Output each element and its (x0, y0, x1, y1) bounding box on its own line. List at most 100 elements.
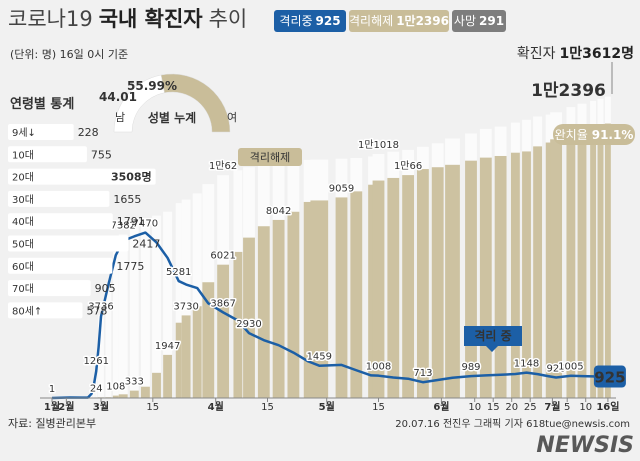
end-badge (593, 365, 626, 388)
age-value: 2417 (132, 238, 160, 251)
bar (181, 199, 191, 398)
data-label: 3736 (88, 301, 113, 312)
bar (243, 237, 255, 398)
bar (287, 211, 300, 398)
badge (452, 10, 506, 32)
total-label: 확진자 (517, 46, 556, 62)
x-tick-label: 10 (468, 402, 481, 413)
data-label: 989 (461, 362, 480, 373)
bar (597, 126, 604, 398)
bar (95, 370, 98, 398)
bar (118, 234, 128, 398)
data-label: 3730 (173, 301, 198, 312)
x-tick-label: 2월 (58, 401, 74, 413)
age-bar (8, 302, 83, 319)
badge-label: 사망 (454, 14, 476, 28)
recovery-text: 완치율 91.1% (555, 128, 634, 142)
total-value: 1만3612명 (560, 45, 634, 62)
total: 확진자 1만3612명 (517, 45, 634, 62)
data-label: 7382 (110, 221, 135, 232)
bar (152, 215, 161, 398)
data-label: 1459 (307, 352, 332, 363)
bar (272, 219, 285, 398)
bar (533, 146, 543, 398)
data-label: 6021 (210, 251, 235, 262)
data-label: 1만62 (209, 160, 237, 172)
bar (175, 203, 182, 398)
data-label: 24 (90, 383, 103, 394)
age-label: 60대 (12, 261, 34, 273)
gender-label: 여 (227, 111, 237, 124)
badge (349, 10, 449, 32)
age-label: 70대 (12, 283, 34, 295)
gender-title: 성별 누계 (148, 110, 196, 125)
bar (350, 191, 363, 398)
bar (445, 164, 460, 398)
gender-value: 44.01 (99, 90, 137, 104)
badge-text: 격리해제 1만2396 (349, 13, 449, 28)
bar (372, 180, 385, 398)
bar (550, 139, 563, 399)
bar (545, 142, 552, 398)
x-tick-label: 15 (487, 402, 500, 413)
data-label: 2930 (236, 319, 261, 330)
bar (98, 315, 104, 398)
badge-label: 격리중 (279, 14, 312, 28)
bar (129, 390, 139, 398)
series-badge-text: 격리 중 (474, 328, 511, 343)
credit: 20.07.16 전진우 그래픽 기자 618tue@newsis.com (395, 418, 630, 430)
bar (431, 167, 444, 398)
data-label: 9059 (329, 183, 354, 194)
x-tick-label: 1월 (44, 401, 60, 413)
bar (566, 135, 576, 398)
x-tick-label: 5월 (319, 401, 335, 413)
series-badge (464, 326, 522, 352)
bar (118, 394, 128, 398)
line (51, 231, 608, 400)
bar (494, 155, 507, 398)
bar (522, 151, 531, 398)
bar (416, 169, 429, 398)
bar (335, 197, 348, 398)
bar (105, 283, 112, 398)
age-value: 905 (95, 282, 116, 295)
data-label: 1만66 (394, 160, 422, 172)
bar (233, 251, 243, 398)
bar (181, 315, 191, 398)
x-tick-label: 15 (372, 402, 385, 413)
age-bar (8, 213, 113, 230)
bar (465, 160, 477, 398)
age-label: 9세↓ (12, 127, 36, 139)
data-label: 1008 (366, 362, 391, 373)
badge-value: 925 (316, 14, 341, 28)
gender-value: 55.99% (127, 79, 177, 93)
bar (175, 322, 182, 398)
data-label: 713 (413, 368, 432, 379)
bar (92, 384, 95, 398)
badge-value: 291 (479, 14, 504, 28)
series-badge (238, 148, 302, 166)
end-label: 1만2396 (531, 81, 606, 101)
x-tick-label: 10 (579, 402, 592, 413)
badge (274, 10, 346, 32)
age-value: 228 (78, 126, 99, 139)
data-label: 8042 (266, 206, 291, 217)
age-label: 10대 (12, 149, 34, 161)
bar (192, 193, 202, 398)
bar (112, 395, 119, 398)
bar (163, 354, 173, 398)
x-tick-label: 3월 (93, 401, 109, 413)
data-label: 1005 (558, 362, 583, 373)
data-label: 926 (547, 363, 566, 374)
age-label: 50대 (12, 239, 34, 251)
bar (202, 282, 215, 398)
age-bar (8, 168, 156, 185)
age-value: 578 (86, 304, 107, 317)
source: 자료: 질병관리본부 (8, 417, 96, 430)
bar (90, 393, 93, 398)
bar (217, 264, 230, 398)
title-part: 추이 (209, 7, 248, 31)
bar (257, 226, 270, 398)
